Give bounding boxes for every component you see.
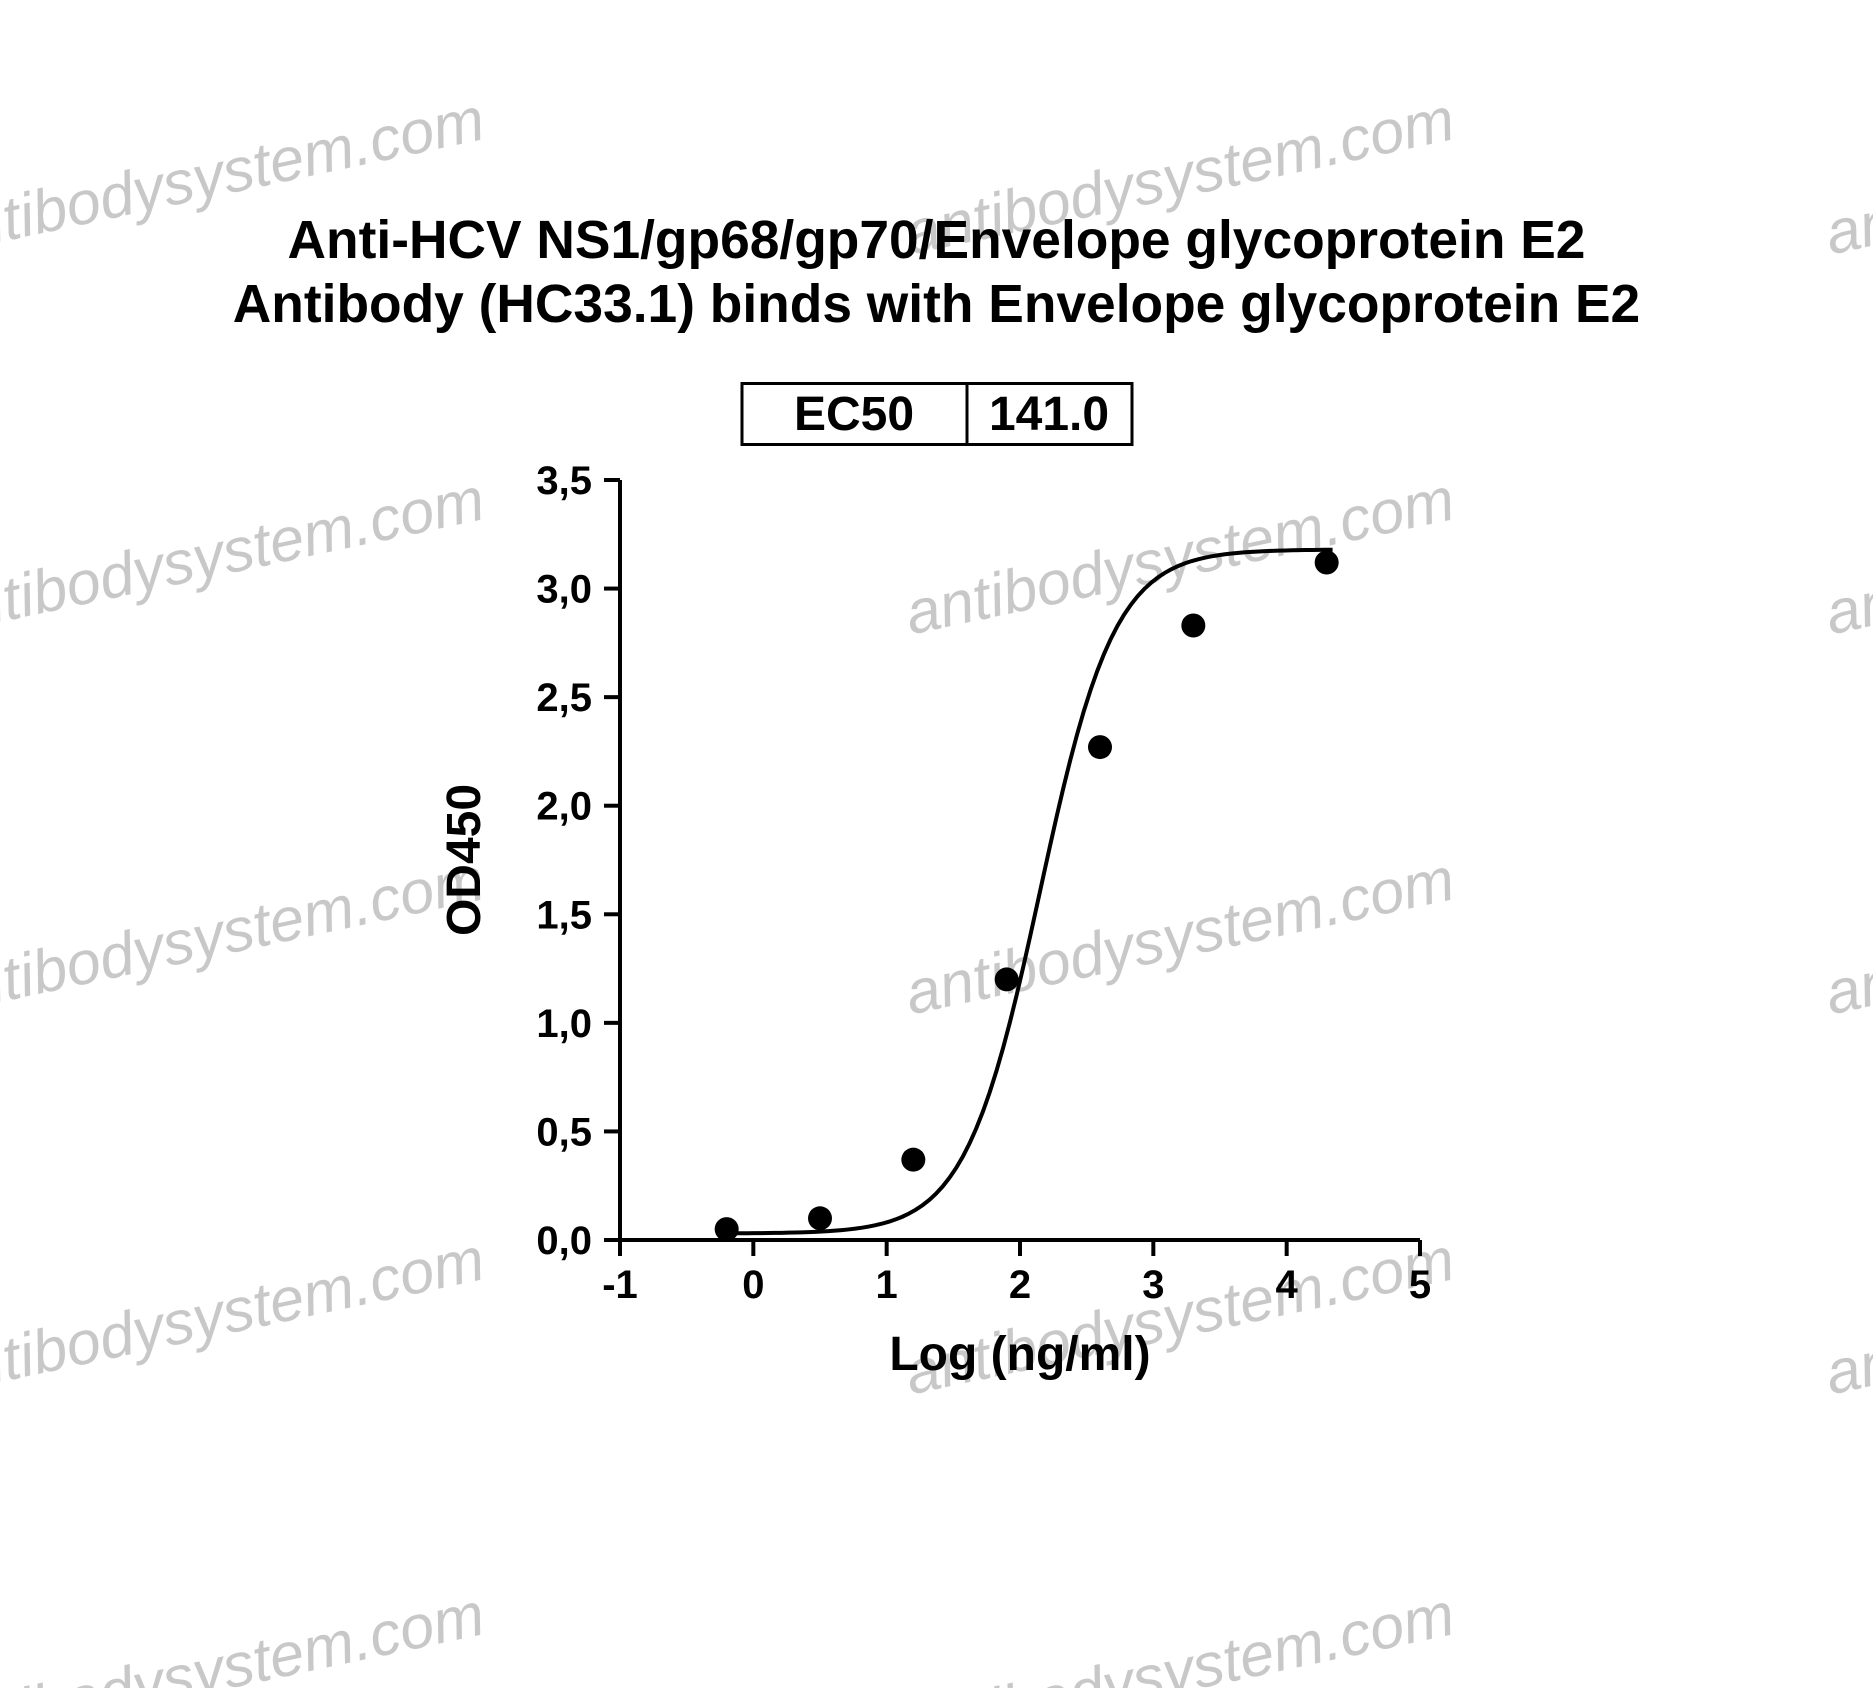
y-axis-label: OD450 [438,784,491,936]
x-tick-label: 1 [876,1263,898,1307]
y-tick-label: 0,0 [536,1219,592,1263]
x-tick-label: 4 [1276,1263,1299,1307]
chart-title-line2: Antibody (HC33.1) binds with Envelope gl… [0,274,1873,335]
x-tick-label: 3 [1142,1263,1164,1307]
y-tick-label: 3,5 [536,460,592,503]
data-point [901,1148,925,1172]
data-point [995,967,1019,991]
y-tick-label: 0,5 [536,1110,592,1154]
y-tick-label: 2,5 [536,676,592,720]
y-tick-label: 2,0 [536,785,592,829]
data-point [1181,613,1205,637]
fit-curve [721,550,1333,1234]
y-tick-label: 1,5 [536,893,592,937]
dose-response-chart: -1 0 1 2 3 4 5 0,0 0,5 1,0 1,5 2,0 2,5 3,0 3,5 Log (ng/… [430,460,1440,1460]
chart-title-line1: Anti-HCV NS1/gp68/gp70/Envelope glycopro… [0,210,1873,271]
ec50-label-cell: EC50 [742,384,967,445]
ec50-value-cell: 141.0 [967,384,1132,445]
data-point [808,1206,832,1230]
x-axis-label: Log (ng/ml) [889,1328,1150,1381]
data-point [1315,551,1339,575]
y-tick-label: 1,0 [536,1002,592,1046]
x-tick-label: 2 [1009,1263,1031,1307]
x-tick-label: 0 [742,1263,764,1307]
data-point [1088,735,1112,759]
x-tick-label: -1 [602,1263,638,1307]
x-tick-label: 5 [1409,1263,1431,1307]
y-tick-label: 3,0 [536,568,592,612]
content-layer: Anti-HCV NS1/gp68/gp70/Envelope glycopro… [0,0,1873,1688]
ec50-table: EC50 141.0 [740,382,1133,446]
data-point [715,1217,739,1241]
